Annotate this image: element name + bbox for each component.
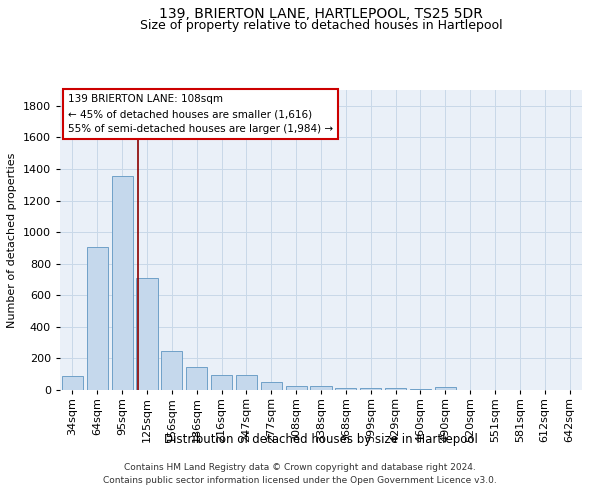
Bar [161, 351, 182, 390]
Bar [186, 368, 207, 390]
Text: Contains HM Land Registry data © Crown copyright and database right 2024.: Contains HM Land Registry data © Crown c… [124, 464, 476, 472]
Bar [211, 375, 232, 390]
Y-axis label: Number of detached properties: Number of detached properties [7, 152, 17, 328]
Bar [286, 386, 307, 390]
Bar [385, 388, 406, 390]
Bar [261, 382, 282, 390]
Bar [112, 176, 133, 390]
Bar [310, 386, 332, 390]
Bar [236, 376, 257, 390]
Text: Contains public sector information licensed under the Open Government Licence v3: Contains public sector information licen… [103, 476, 497, 485]
Bar [360, 388, 381, 390]
Bar [435, 387, 456, 390]
Bar [410, 388, 431, 390]
Text: Distribution of detached houses by size in Hartlepool: Distribution of detached houses by size … [164, 432, 478, 446]
Bar [62, 376, 83, 390]
Text: Size of property relative to detached houses in Hartlepool: Size of property relative to detached ho… [140, 18, 502, 32]
Text: 139 BRIERTON LANE: 108sqm
← 45% of detached houses are smaller (1,616)
55% of se: 139 BRIERTON LANE: 108sqm ← 45% of detac… [68, 94, 333, 134]
Bar [87, 247, 108, 390]
Text: 139, BRIERTON LANE, HARTLEPOOL, TS25 5DR: 139, BRIERTON LANE, HARTLEPOOL, TS25 5DR [159, 8, 483, 22]
Bar [335, 388, 356, 390]
Bar [136, 278, 158, 390]
